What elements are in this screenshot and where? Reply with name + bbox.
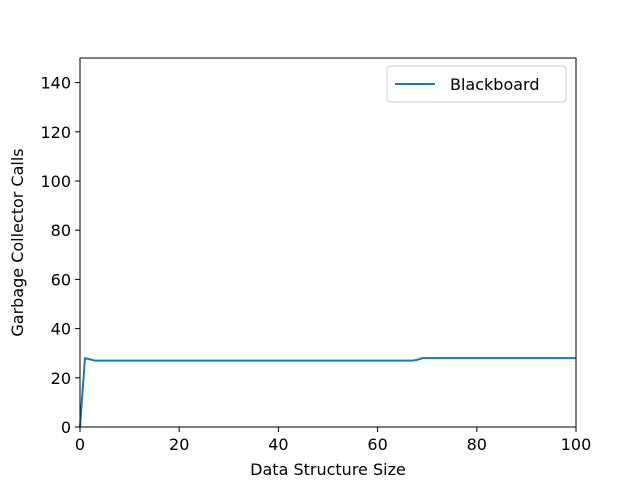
x-axis-ticks: 0 20 40 60 80 100 bbox=[75, 427, 591, 454]
y-tick-label: 140 bbox=[40, 74, 71, 93]
legend-label: Blackboard bbox=[450, 75, 540, 94]
y-axis-ticks: 0 20 40 60 80 100 120 140 bbox=[40, 74, 80, 437]
y-tick-label: 40 bbox=[51, 320, 71, 339]
y-tick-label: 20 bbox=[51, 369, 71, 388]
x-tick-label: 100 bbox=[561, 435, 592, 454]
y-tick-label: 80 bbox=[51, 221, 71, 240]
y-tick-label: 100 bbox=[40, 172, 71, 191]
y-tick-label: 60 bbox=[51, 270, 71, 289]
x-axis-label: Data Structure Size bbox=[250, 460, 406, 479]
x-tick-label: 20 bbox=[169, 435, 189, 454]
x-tick-label: 40 bbox=[268, 435, 288, 454]
x-tick-label: 0 bbox=[75, 435, 85, 454]
series-line-0 bbox=[79, 357, 576, 428]
y-tick-label: 0 bbox=[61, 418, 71, 437]
plot-area bbox=[79, 57, 577, 428]
x-tick-label: 60 bbox=[367, 435, 387, 454]
legend-box bbox=[386, 65, 567, 103]
y-axis-label: Garbage Collector Calls bbox=[8, 148, 27, 336]
legend: Blackboard bbox=[386, 65, 567, 103]
x-tick-label: 80 bbox=[467, 435, 487, 454]
axes-frame bbox=[79, 57, 577, 428]
y-tick-label: 120 bbox=[40, 123, 71, 142]
